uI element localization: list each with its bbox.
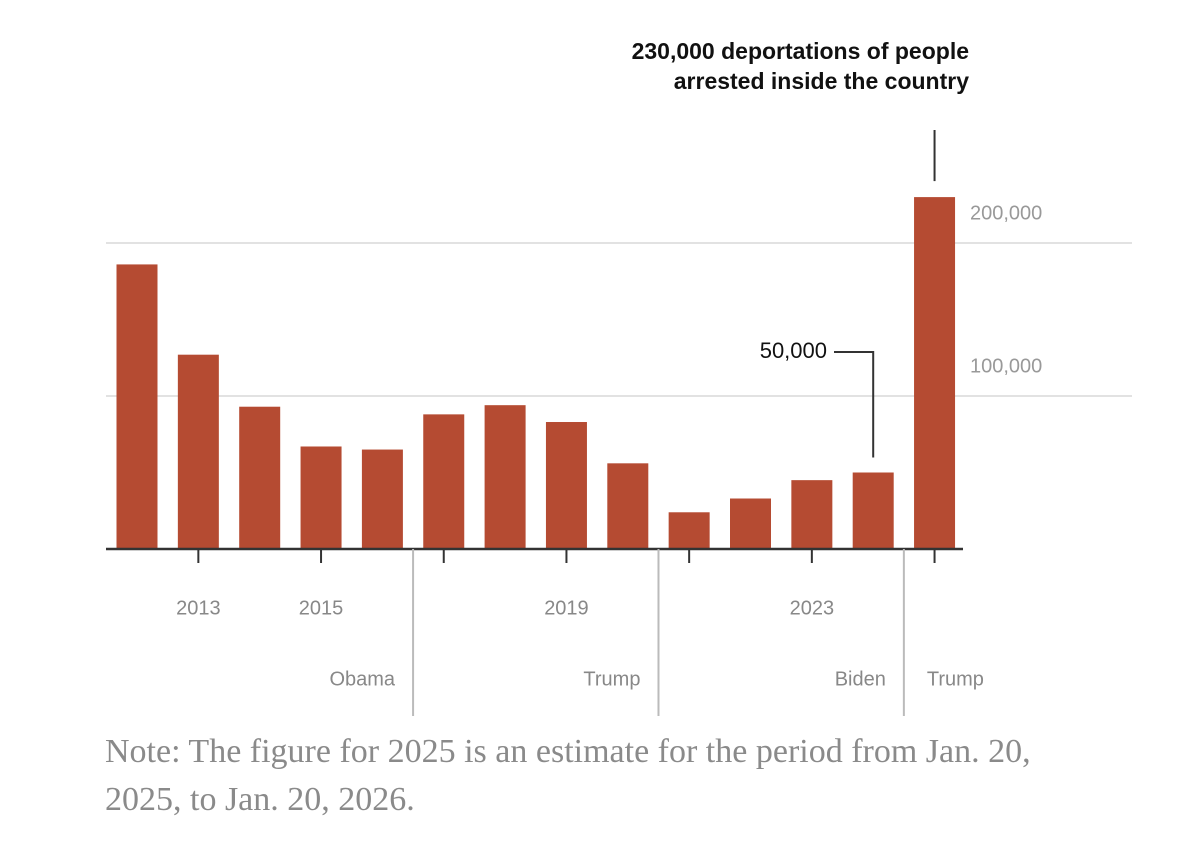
bar bbox=[730, 498, 771, 549]
bar bbox=[607, 463, 649, 549]
bar bbox=[361, 449, 403, 549]
bar bbox=[423, 414, 465, 549]
period-label: Trump bbox=[583, 668, 640, 690]
annotation-leader bbox=[834, 351, 875, 458]
x-tick-label: 2023 bbox=[790, 597, 835, 619]
x-tick-label: 2015 bbox=[299, 597, 344, 619]
x-tick-label: 2019 bbox=[544, 597, 589, 619]
annotation: 50,000 bbox=[760, 338, 827, 363]
bar bbox=[177, 354, 219, 549]
bar bbox=[791, 480, 833, 549]
bar bbox=[668, 512, 710, 549]
period-label: Biden bbox=[835, 668, 886, 690]
y-tick-label: 100,000 bbox=[970, 355, 1042, 377]
note: Note: The figure for 2025 is an estimate… bbox=[105, 733, 1031, 818]
x-tick-label: 2013 bbox=[176, 597, 221, 619]
bar bbox=[239, 406, 281, 549]
bar bbox=[545, 422, 587, 549]
bar bbox=[852, 472, 894, 549]
y-tick-label: 200,000 bbox=[970, 202, 1042, 224]
period-label: Obama bbox=[329, 668, 395, 690]
bar bbox=[484, 405, 526, 549]
bar bbox=[914, 197, 956, 549]
bar bbox=[300, 446, 342, 549]
period-label: Trump bbox=[927, 668, 984, 690]
annotation: arrested inside the country bbox=[674, 68, 969, 94]
bar bbox=[116, 264, 158, 549]
annotation: 230,000 deportations of people bbox=[632, 38, 969, 64]
